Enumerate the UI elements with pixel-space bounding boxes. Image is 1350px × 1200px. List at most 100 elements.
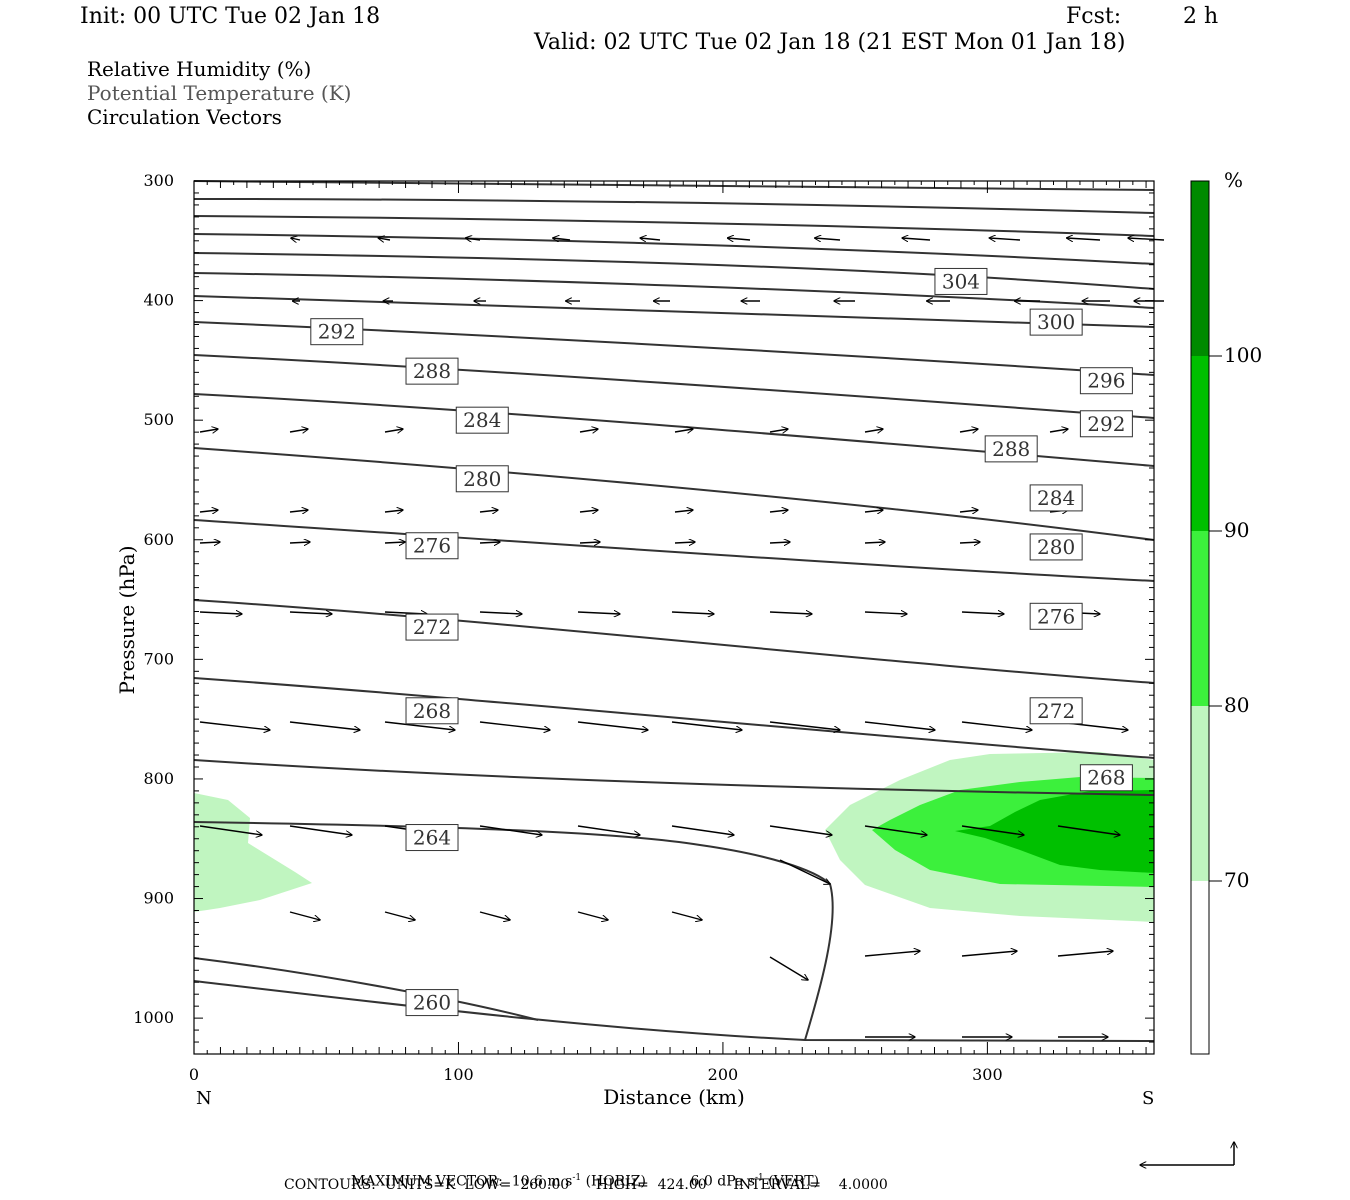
plot-frame xyxy=(193,180,1155,1055)
vector-arrow xyxy=(674,510,693,512)
x-tick-label: 300 xyxy=(972,1065,1003,1084)
contour-label: 300 xyxy=(1037,310,1075,334)
vector-arrow xyxy=(959,542,980,543)
colorbar-label-90: 90 xyxy=(1224,518,1249,542)
vector-arrow xyxy=(961,721,1032,730)
vector-arrow xyxy=(961,825,1024,835)
contour-line xyxy=(193,759,1155,796)
y-tick-label: 600 xyxy=(143,530,174,549)
vector-arrow xyxy=(199,429,218,432)
contour-label-box xyxy=(934,267,988,295)
contour-line xyxy=(193,677,1155,759)
vector-arrow xyxy=(553,238,571,240)
vector-arrow xyxy=(577,721,648,730)
vector-arrow xyxy=(577,612,620,614)
circulation-vectors xyxy=(199,238,1165,1037)
vector-arrow xyxy=(1057,951,1113,957)
contour-label-box xyxy=(1079,764,1133,792)
vector-arrow xyxy=(671,911,702,920)
reference-vector-icon xyxy=(1140,1142,1234,1165)
contour-label-box xyxy=(455,406,509,434)
vector-arrow xyxy=(199,542,220,543)
colorbar-segment-90 xyxy=(1191,356,1209,531)
max-vector-text: MAXIMUM VECTOR: 10.6 m s-1 (HORIZ) 6.0 d… xyxy=(350,1173,820,1190)
forecast-label: Fcst: xyxy=(1066,4,1122,29)
vector-arrow xyxy=(864,612,907,614)
contour-line xyxy=(193,980,1155,1042)
rh-90-area-south xyxy=(955,790,1154,873)
vector-arrow xyxy=(989,238,1021,240)
vector-arrow xyxy=(384,721,455,730)
y-tick-label: 1000 xyxy=(133,1008,174,1027)
contour-label-box xyxy=(405,989,459,1017)
contour-line xyxy=(193,957,539,1021)
x-axis-title: Distance (km) xyxy=(603,1085,745,1109)
vector-arrow xyxy=(864,825,927,835)
x-tick-label: 200 xyxy=(708,1065,739,1084)
vector-arrow xyxy=(769,721,840,730)
contour-label: 272 xyxy=(413,615,451,639)
vector-arrow xyxy=(289,510,308,512)
y-tick-label: 800 xyxy=(143,769,174,788)
y-axis-ticks: 300 400 500 600 700 800 900 1000 xyxy=(133,171,1154,1055)
colorbar-frame xyxy=(1190,180,1210,1055)
contour-label: 272 xyxy=(1037,699,1075,723)
colorbar: % 100 90 80 70 xyxy=(1190,168,1262,1055)
vector-arrow xyxy=(1067,238,1101,240)
vector-arrow xyxy=(479,510,498,512)
contour-label: 304 xyxy=(942,269,980,293)
vector-arrow xyxy=(289,429,308,432)
contour-label-box xyxy=(1029,484,1083,512)
init-time: Init: 00 UTC Tue 02 Jan 18 xyxy=(80,4,381,29)
vector-arrow xyxy=(289,612,332,614)
vector-arrow xyxy=(769,612,812,614)
vector-arrow xyxy=(1057,825,1120,835)
valid-time: Valid: 02 UTC Tue 02 Jan 18 (21 EST Mon … xyxy=(534,30,1126,55)
contour-label: 260 xyxy=(413,991,451,1015)
contour-line xyxy=(193,233,1155,265)
vector-arrow xyxy=(479,612,522,614)
contour-label-box xyxy=(1079,367,1133,395)
colorbar-segment-70 xyxy=(1191,706,1209,881)
vector-arrow xyxy=(769,956,808,980)
y-tick-label: 500 xyxy=(143,410,174,429)
vector-arrow xyxy=(815,238,841,240)
y-tick-label: 900 xyxy=(143,889,174,908)
vector-arrow xyxy=(640,238,661,240)
vector-arrow xyxy=(466,238,481,240)
field-rh-label: Relative Humidity (%) xyxy=(87,57,312,81)
contour-label-box xyxy=(984,435,1038,463)
contour-label: 284 xyxy=(463,408,501,432)
vector-arrow xyxy=(384,429,403,432)
vector-arrow xyxy=(199,612,242,614)
vector-arrow xyxy=(378,238,391,240)
y-tick-label: 700 xyxy=(143,649,174,668)
vector-arrow xyxy=(1049,429,1068,432)
vector-arrow xyxy=(577,825,640,835)
contour-label-box xyxy=(1029,533,1083,561)
rh-70-area-north xyxy=(194,793,312,912)
vector-arrow xyxy=(769,510,788,512)
vector-arrow xyxy=(1128,238,1165,240)
contour-label: 264 xyxy=(413,826,451,850)
vector-arrow xyxy=(864,951,920,957)
vector-arrow xyxy=(959,429,978,432)
vector-arrow xyxy=(289,542,310,543)
contour-line xyxy=(193,519,1155,582)
contour-labels: 304 300 296 292 292 288 288 284 284 280 280 276 276 2… xyxy=(310,267,1133,1017)
contour-label: 280 xyxy=(1037,535,1075,559)
vector-arrow xyxy=(864,510,883,512)
contour-label-box xyxy=(405,824,459,852)
contour-label-box xyxy=(405,697,459,725)
vector-arrow xyxy=(864,429,883,432)
vector-arrow xyxy=(479,542,500,543)
vector-arrow xyxy=(291,238,301,240)
vector-arrow xyxy=(674,429,693,432)
vector-arrow xyxy=(479,825,542,835)
vector-arrow xyxy=(384,542,405,543)
field-theta-label: Potential Temperature (K) xyxy=(87,81,352,105)
y-tick-label: 300 xyxy=(143,171,174,190)
rh-shading xyxy=(194,752,1154,922)
x-tick-label: 0 xyxy=(189,1065,199,1084)
